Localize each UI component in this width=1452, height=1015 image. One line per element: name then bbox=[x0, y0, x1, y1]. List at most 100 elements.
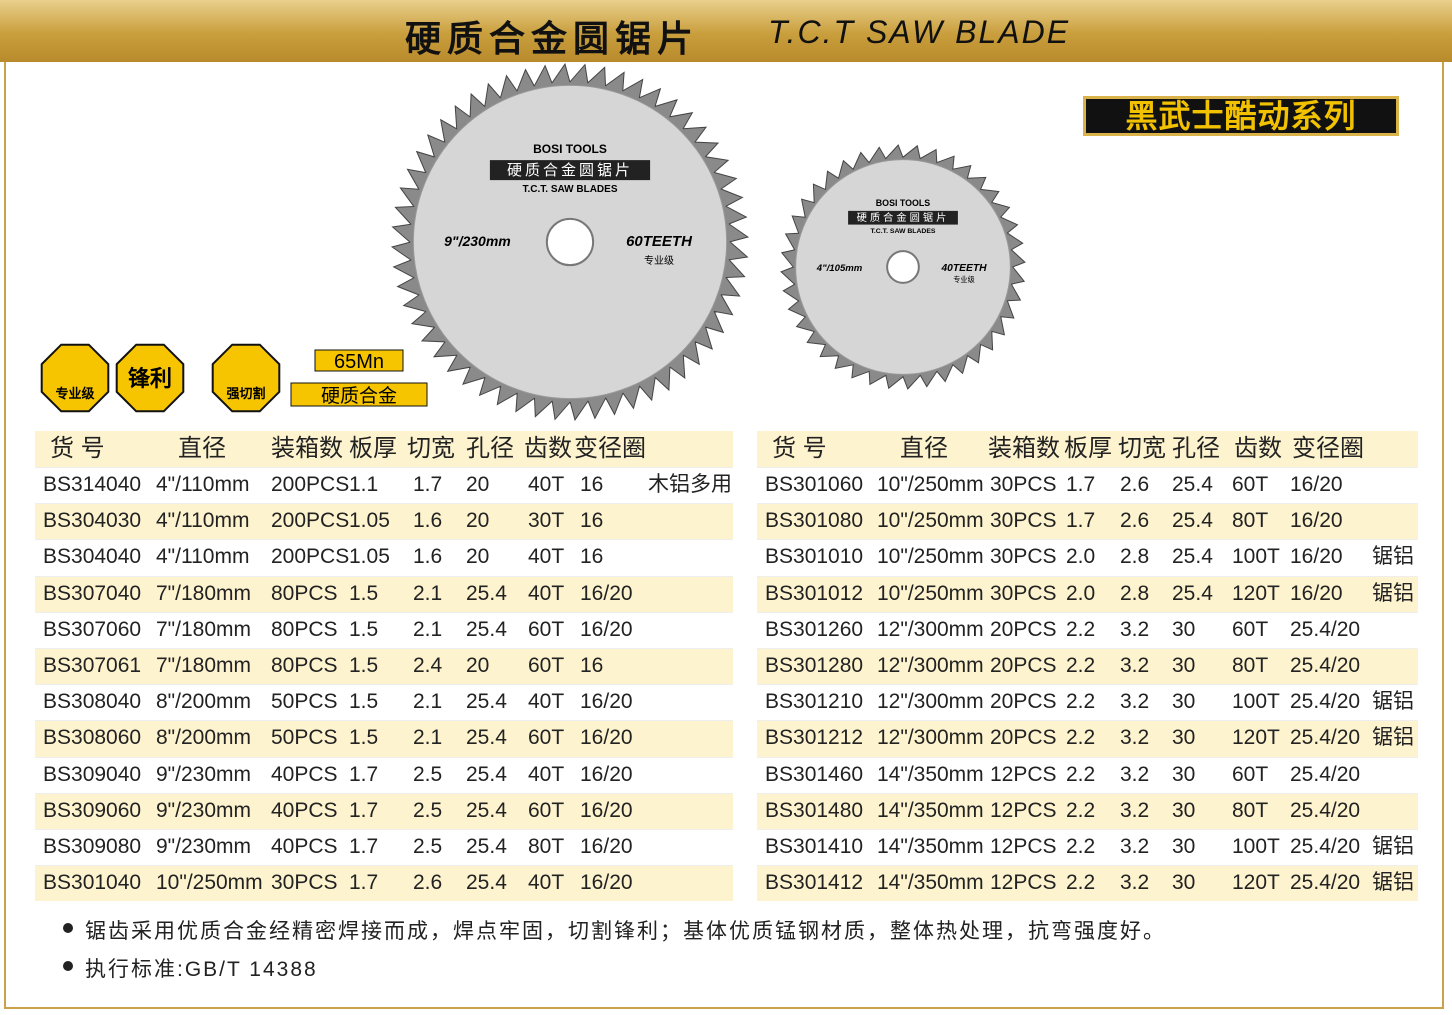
table-cell: BS308040 bbox=[43, 690, 142, 714]
table-cell: 30 bbox=[1172, 690, 1196, 714]
table-header-row bbox=[35, 431, 733, 467]
feature-label: 强切割 bbox=[226, 386, 265, 401]
table-cell: 16/20 bbox=[580, 726, 633, 750]
table-cell: 锯铝 bbox=[1372, 545, 1414, 569]
table-cell: 20 bbox=[466, 473, 490, 496]
table-cell: 20 bbox=[466, 509, 490, 533]
table-cell: 2.8 bbox=[1120, 545, 1150, 569]
table-cell: 2.2 bbox=[1066, 871, 1096, 895]
table-cell: 25.4/20 bbox=[1290, 654, 1361, 677]
blade-grade: 专业级 bbox=[644, 254, 674, 267]
table-cell: 2.2 bbox=[1066, 617, 1096, 641]
table-cell: 12"/300mm bbox=[877, 617, 984, 641]
table-cell: 30 bbox=[1172, 835, 1196, 858]
blade-name-en: T.C.T. SAW BLADES bbox=[522, 184, 617, 195]
table-row bbox=[35, 756, 733, 793]
blade-label-bg bbox=[489, 160, 651, 181]
table-cell: 2.1 bbox=[413, 726, 443, 750]
table-cell: BS301040 bbox=[43, 871, 142, 895]
table-row bbox=[35, 467, 733, 504]
table-cell: 16/20 bbox=[580, 871, 633, 895]
table-cell: BS301060 bbox=[765, 473, 864, 496]
table-cell: 25.4/20 bbox=[1290, 690, 1361, 714]
table-cell: BS301260 bbox=[765, 617, 864, 641]
table-cell: 2.0 bbox=[1066, 545, 1096, 569]
table-row bbox=[757, 611, 1418, 648]
table-cell: BS304030 bbox=[43, 509, 142, 533]
table-cell: 1.7 bbox=[349, 835, 379, 858]
table-cell: BS304040 bbox=[43, 545, 142, 569]
table-row bbox=[757, 720, 1418, 757]
table-cell: 25.4/20 bbox=[1290, 762, 1361, 786]
table-cell: 30 bbox=[1172, 617, 1196, 641]
blade-hole bbox=[886, 250, 920, 284]
table-row bbox=[35, 792, 733, 829]
table-cell: 20PCS bbox=[990, 726, 1057, 750]
table-cell: 10"/250mm bbox=[877, 581, 984, 605]
material-alloy: 硬质合金 bbox=[321, 385, 397, 407]
table-header: 板厚 bbox=[1064, 435, 1112, 462]
note: 锯齿采用优质合金经精密焊接而成，焊点牢固，切割锋利；基体优质锰钢材质，整体热处理… bbox=[85, 920, 1166, 943]
table-cell: 14"/350mm bbox=[877, 835, 984, 858]
table-cell: 40T bbox=[528, 871, 565, 895]
table-cell: 16 bbox=[580, 545, 604, 569]
table-cell: 3.2 bbox=[1120, 726, 1150, 750]
table-cell: BS309040 bbox=[43, 762, 142, 786]
series-badge: 黑武士酷动系列 bbox=[1125, 98, 1357, 134]
feature-icon bbox=[115, 343, 185, 413]
material-box bbox=[290, 382, 428, 407]
blade-size: 9"/230mm bbox=[444, 233, 511, 249]
table-cell: 锯铝 bbox=[1372, 871, 1414, 895]
table-cell: 2.2 bbox=[1066, 690, 1096, 714]
table-cell: BS301080 bbox=[765, 509, 864, 533]
table-cell: 60T bbox=[528, 798, 565, 822]
table-cell: 60T bbox=[1232, 762, 1269, 786]
table-header-row bbox=[757, 431, 1418, 467]
table-cell: 12PCS bbox=[990, 762, 1057, 786]
table-cell: 16 bbox=[580, 473, 604, 496]
table-cell: 7"/180mm bbox=[156, 617, 251, 641]
table-cell: 80T bbox=[1232, 654, 1269, 677]
table-cell: 60T bbox=[528, 617, 565, 641]
table-cell: 2.2 bbox=[1066, 798, 1096, 822]
table-row bbox=[757, 792, 1418, 829]
table-row bbox=[757, 648, 1418, 685]
table-cell: 16 bbox=[580, 654, 604, 677]
table-cell: 1.7 bbox=[413, 473, 443, 496]
blade-name-en: T.C.T. SAW BLADES bbox=[870, 228, 935, 235]
table-cell: 80PCS bbox=[271, 581, 338, 605]
table-cell: 10"/250mm bbox=[156, 871, 263, 895]
table-cell: BS301460 bbox=[765, 762, 864, 786]
table-cell: 30PCS bbox=[990, 545, 1057, 569]
table-cell: 4"/110mm bbox=[156, 545, 250, 569]
subtitle: T.C.T SAW BLADE bbox=[768, 14, 1071, 50]
table-cell: 30PCS bbox=[271, 871, 338, 895]
table-cell: 2.1 bbox=[413, 581, 443, 605]
table-cell: 40T bbox=[528, 581, 565, 605]
table-header: 变径圈 bbox=[574, 435, 646, 462]
table-cell: 80PCS bbox=[271, 617, 338, 641]
table-cell: 1.1 bbox=[349, 473, 379, 496]
table-cell: 1.5 bbox=[349, 726, 379, 750]
feature-label: 专业级 bbox=[55, 386, 95, 401]
table-cell: 25.4/20 bbox=[1290, 871, 1361, 895]
table-cell: 12PCS bbox=[990, 798, 1057, 822]
table-cell: 锯铝 bbox=[1372, 581, 1414, 605]
table-cell: 3.2 bbox=[1120, 617, 1150, 641]
table-cell: 30 bbox=[1172, 726, 1196, 750]
table-cell: 12PCS bbox=[990, 871, 1057, 895]
blade-brand: BOSI TOOLS bbox=[533, 142, 607, 156]
table-cell: 25.4/20 bbox=[1290, 835, 1361, 858]
table-cell: 100T bbox=[1232, 545, 1280, 569]
table-cell: 25.4 bbox=[466, 798, 507, 822]
table-cell: 120T bbox=[1232, 871, 1280, 895]
blade-name: 硬质合金圆锯片 bbox=[507, 162, 633, 179]
table-cell: 40T bbox=[528, 690, 565, 714]
table-cell: 25.4 bbox=[1172, 545, 1213, 569]
table-cell: 40PCS bbox=[271, 835, 338, 858]
table-cell: 16/20 bbox=[580, 762, 633, 786]
table-cell: 10"/250mm bbox=[877, 509, 984, 533]
table-cell: 2.1 bbox=[413, 617, 443, 641]
blade-label-bg bbox=[848, 210, 958, 225]
table-cell: BS309060 bbox=[43, 798, 142, 822]
